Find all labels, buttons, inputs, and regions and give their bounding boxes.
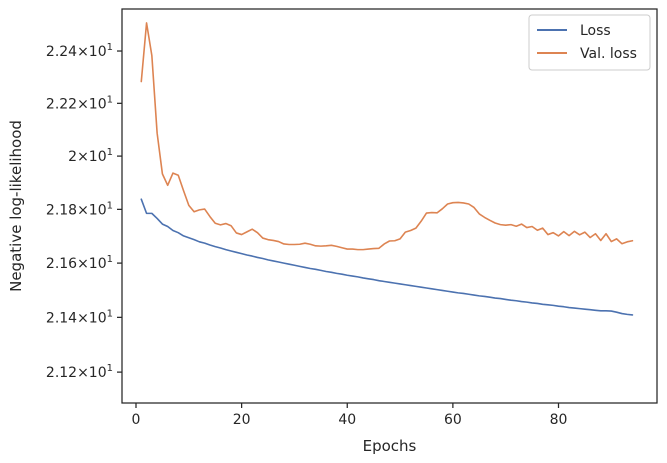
x-tick-label: 20 <box>233 412 251 428</box>
y-tick-label: 2×101 <box>68 147 113 165</box>
y-tick-label: 2.18×101 <box>46 200 113 218</box>
y-tick-label: 2.16×101 <box>46 254 113 272</box>
y-tick-label: 2.24×101 <box>46 42 113 60</box>
x-tick-label: 60 <box>444 412 462 428</box>
y-tick-label: 2.22×101 <box>46 94 113 112</box>
series-line-loss <box>140 198 634 316</box>
legend: Loss Val. loss <box>528 14 651 71</box>
x-tick-label: 0 <box>132 412 141 428</box>
y-axis: 2.12×101 2.14×101 2.16×101 2.18×101 2×101 2.2… <box>46 42 122 381</box>
y-tick-label: 2.12×101 <box>46 363 113 381</box>
series-line-val-loss <box>140 22 634 251</box>
legend-box <box>528 14 651 71</box>
legend-label-loss: Loss <box>580 23 611 39</box>
x-axis: 0 20 40 60 80 <box>132 403 568 428</box>
legend-label-val-loss: Val. loss <box>580 46 637 62</box>
x-tick-label: 80 <box>550 412 568 428</box>
plot-lines <box>140 22 634 316</box>
x-axis-label: Epochs <box>363 437 417 455</box>
plot-frame <box>121 8 658 404</box>
x-tick-label: 40 <box>338 412 356 428</box>
y-tick-label: 2.14×101 <box>46 308 113 326</box>
y-axis-label: Negative log-likelihood <box>7 120 25 292</box>
